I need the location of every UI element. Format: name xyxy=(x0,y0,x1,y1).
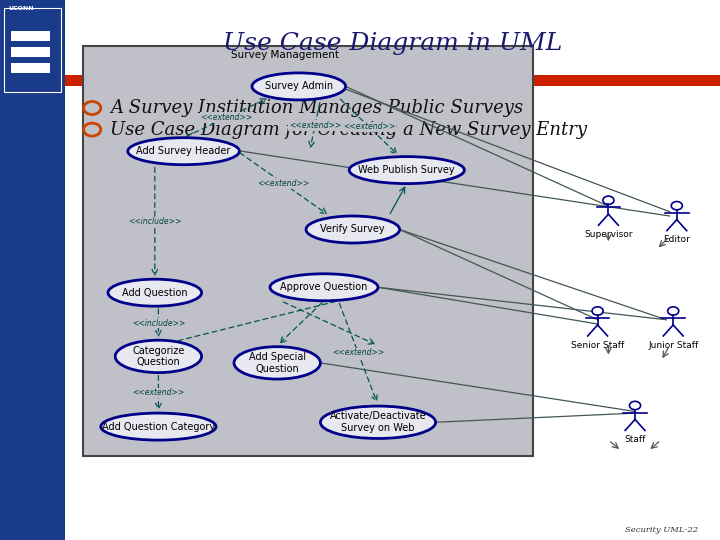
Text: Junior Staff: Junior Staff xyxy=(648,341,698,350)
Text: Security UML-22: Security UML-22 xyxy=(625,525,698,534)
Text: <<extend>>: <<extend>> xyxy=(201,113,253,122)
Circle shape xyxy=(592,307,603,315)
Circle shape xyxy=(667,307,679,315)
Bar xyxy=(11,63,50,73)
Text: Use Case Diagram in UML: Use Case Diagram in UML xyxy=(222,32,562,55)
Ellipse shape xyxy=(115,340,202,373)
Text: <<extend>>: <<extend>> xyxy=(289,121,341,130)
Text: Add Survey Header: Add Survey Header xyxy=(136,146,231,156)
Bar xyxy=(83,46,533,456)
Text: Add Question: Add Question xyxy=(122,288,188,298)
Text: <<extend>>: <<extend>> xyxy=(132,388,184,397)
Text: <<include>>: <<include>> xyxy=(128,218,181,226)
Text: Supervisor: Supervisor xyxy=(584,230,633,239)
Text: Use Case Diagram for Creating a New Survey Entry: Use Case Diagram for Creating a New Surv… xyxy=(110,120,588,139)
Text: Senior Staff: Senior Staff xyxy=(571,341,624,350)
Ellipse shape xyxy=(252,73,346,100)
Bar xyxy=(4,8,61,92)
Ellipse shape xyxy=(320,406,436,438)
Text: Staff: Staff xyxy=(624,435,646,444)
Text: <<extend>>: <<extend>> xyxy=(343,123,395,131)
Text: <<include>>: <<include>> xyxy=(132,319,185,328)
Bar xyxy=(11,47,50,57)
Ellipse shape xyxy=(101,413,216,440)
Ellipse shape xyxy=(270,274,378,301)
Circle shape xyxy=(629,401,641,410)
Text: Add Special
Question: Add Special Question xyxy=(248,352,306,374)
Text: <<extend>>: <<extend>> xyxy=(258,179,310,188)
Polygon shape xyxy=(0,0,65,540)
Text: Web Publish Survey: Web Publish Survey xyxy=(359,165,455,175)
Text: Survey Management: Survey Management xyxy=(231,50,339,60)
Ellipse shape xyxy=(234,347,320,379)
Text: UCONN: UCONN xyxy=(9,6,35,11)
Text: Activate/Deactivate
Survey on Web: Activate/Deactivate Survey on Web xyxy=(330,411,426,433)
Ellipse shape xyxy=(128,138,239,165)
Text: Editor: Editor xyxy=(663,235,690,245)
Ellipse shape xyxy=(349,157,464,184)
Text: Verify Survey: Verify Survey xyxy=(320,225,385,234)
Ellipse shape xyxy=(108,279,202,306)
Bar xyxy=(65,75,720,86)
Text: Add Question Category: Add Question Category xyxy=(102,422,215,431)
Text: A Survey Institution Manages Public Surveys: A Survey Institution Manages Public Surv… xyxy=(110,99,523,117)
Text: Approve Question: Approve Question xyxy=(280,282,368,292)
Text: Categorize
Question: Categorize Question xyxy=(132,346,184,367)
Ellipse shape xyxy=(306,216,400,243)
Circle shape xyxy=(671,201,683,210)
Circle shape xyxy=(603,196,614,205)
Bar xyxy=(11,31,50,40)
Text: <<extend>>: <<extend>> xyxy=(332,348,384,357)
Text: Survey Admin: Survey Admin xyxy=(265,82,333,91)
